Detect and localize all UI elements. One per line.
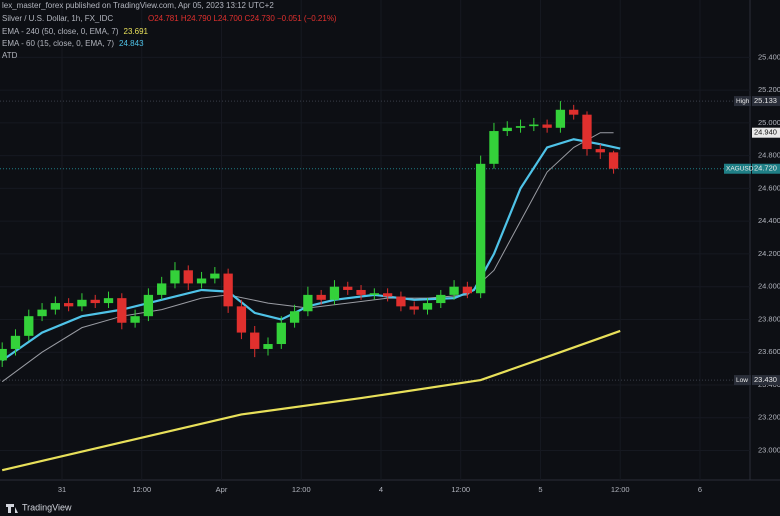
y-tick-label: 23.800 xyxy=(758,314,780,323)
price-label-box xyxy=(752,96,780,107)
indicator-value: 24.843 xyxy=(119,39,144,48)
publisher: lex_master_forex published on TradingVie… xyxy=(2,1,274,10)
candle-body xyxy=(396,296,406,307)
indicator-label: ATD xyxy=(2,51,18,60)
x-tick-label: 12:00 xyxy=(451,485,470,494)
x-tick-label: 4 xyxy=(379,485,383,494)
x-tick-label: Apr xyxy=(216,485,228,494)
candle-body xyxy=(303,294,313,312)
candle-body xyxy=(356,289,366,295)
x-tick-label: 12:00 xyxy=(132,485,151,494)
price-name: High xyxy=(736,98,750,105)
brand-logo xyxy=(6,504,18,513)
ohlc: O24.781 H24.790 L24.700 C24.730 −0.051 (… xyxy=(148,14,337,23)
candle-body xyxy=(422,303,433,310)
candle-body xyxy=(595,149,605,153)
candle-body xyxy=(250,332,260,349)
candle-body xyxy=(236,306,247,333)
candle-body xyxy=(582,114,592,150)
candle-body xyxy=(369,293,379,295)
price-label-box xyxy=(752,127,780,138)
x-tick-label: 6 xyxy=(698,485,702,494)
candle-body xyxy=(462,286,473,294)
candle-body xyxy=(449,286,459,295)
price-name-box xyxy=(724,163,751,174)
candle-body xyxy=(569,109,579,115)
candle-body xyxy=(37,309,47,317)
candle-body xyxy=(382,293,393,297)
candle-body xyxy=(183,270,193,284)
price-label: 23.430 xyxy=(754,375,777,384)
y-tick-label: 25.400 xyxy=(758,52,780,61)
candle-body xyxy=(276,322,286,345)
candle-body xyxy=(103,298,114,304)
candle-body xyxy=(170,270,180,284)
y-tick-label: 23.600 xyxy=(758,347,780,356)
price-name-box xyxy=(734,96,751,107)
candle-body xyxy=(157,283,167,295)
brand: TradingView xyxy=(22,502,72,512)
candle-body xyxy=(436,294,446,304)
y-tick-label: 24.200 xyxy=(758,249,780,258)
indicator-label: EMA - 60 (15, close, 0, EMA, 7) xyxy=(2,39,114,48)
candle-body xyxy=(289,311,300,323)
candle-body xyxy=(409,306,419,310)
candle-body xyxy=(529,124,539,127)
candle-body xyxy=(608,152,619,169)
candle-body xyxy=(542,124,552,128)
y-tick-label: 24.800 xyxy=(758,151,780,160)
price-name-box xyxy=(734,375,751,386)
candle-body xyxy=(223,273,233,307)
x-tick-label: 12:00 xyxy=(611,485,630,494)
candle-body xyxy=(329,286,340,300)
candle-body xyxy=(130,316,140,323)
candle-body xyxy=(24,316,34,336)
candle-body xyxy=(343,286,353,290)
candle-body xyxy=(10,335,21,349)
symbol: Silver / U.S. Dollar, 1h, FX_IDC xyxy=(2,14,113,23)
price-name: XAGUSD xyxy=(726,165,754,172)
candle-body xyxy=(117,298,127,323)
candle-body xyxy=(77,299,87,307)
candle-body xyxy=(50,303,61,310)
price-label: 24.720 xyxy=(754,164,777,173)
y-tick-label: 25.200 xyxy=(758,85,780,94)
candle-body xyxy=(263,344,273,349)
candle-body xyxy=(515,126,526,128)
indicator-line xyxy=(1,329,621,472)
candle-body xyxy=(489,131,499,164)
footer-bar xyxy=(0,500,780,516)
price-label: 25.133 xyxy=(754,96,777,105)
candle-body xyxy=(476,163,486,294)
candle-body xyxy=(502,127,512,132)
x-tick-label: 5 xyxy=(538,485,542,494)
indicator-value: 23.691 xyxy=(124,27,149,36)
x-tick-label: 31 xyxy=(58,485,66,494)
y-tick-label: 24.000 xyxy=(758,282,780,291)
candle-body xyxy=(555,109,566,128)
y-tick-label: 23.000 xyxy=(758,445,780,454)
candle-body xyxy=(90,299,100,304)
x-tick-label: 12:00 xyxy=(292,485,311,494)
candle-body xyxy=(63,303,74,307)
y-tick-label: 24.400 xyxy=(758,216,780,225)
overlay: lex_master_forex published on TradingVie… xyxy=(2,1,337,60)
y-tick-label: 25.000 xyxy=(758,118,780,127)
candle-body xyxy=(316,294,326,300)
candle-body xyxy=(0,348,7,361)
plot-area xyxy=(0,0,750,480)
candle-body xyxy=(210,273,220,279)
candle-body xyxy=(196,278,207,284)
price-label-box xyxy=(752,375,780,386)
y-tick-label: 23.200 xyxy=(758,413,780,422)
price-label-box xyxy=(752,163,780,174)
y-tick-label: 24.600 xyxy=(758,183,780,192)
price-name: Low xyxy=(736,377,748,384)
candle-body xyxy=(143,294,154,317)
price-label: 24.940 xyxy=(754,128,777,137)
indicator-label: EMA - 240 (50, close, 0, EMA, 7) xyxy=(2,27,119,36)
